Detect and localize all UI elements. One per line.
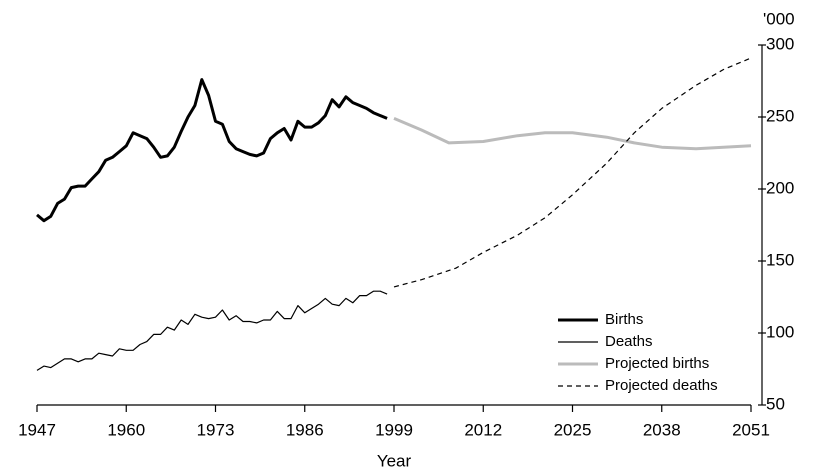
- series-line: [393, 117, 752, 151]
- x-tick-label: 1986: [286, 420, 324, 439]
- y-tick-label: 150: [766, 250, 794, 269]
- legend-label: Projected deaths: [605, 377, 718, 394]
- legend-label: Projected births: [605, 355, 709, 372]
- x-tick-label: 1999: [375, 420, 413, 439]
- y-tick-label: 100: [766, 322, 794, 341]
- y-tick-label: 200: [766, 178, 794, 197]
- series-line: [36, 290, 388, 371]
- y-tick-label: 300: [766, 34, 794, 53]
- y-unit-label: '000: [763, 9, 795, 28]
- x-tick-label: 2051: [732, 420, 770, 439]
- series-line: [36, 78, 388, 223]
- series-line: [393, 57, 752, 288]
- x-tick-label: 1960: [107, 420, 145, 439]
- x-tick-label: 2012: [464, 420, 502, 439]
- x-tick-label: 1973: [197, 420, 235, 439]
- x-axis-label: Year: [377, 451, 412, 470]
- y-tick-label: 50: [766, 394, 785, 413]
- x-tick-label: 2025: [554, 420, 592, 439]
- x-tick-label: 1947: [18, 420, 56, 439]
- y-tick-label: 250: [766, 106, 794, 125]
- legend-label: Deaths: [605, 333, 653, 350]
- legend-label: Births: [605, 311, 643, 328]
- x-tick-label: 2038: [643, 420, 681, 439]
